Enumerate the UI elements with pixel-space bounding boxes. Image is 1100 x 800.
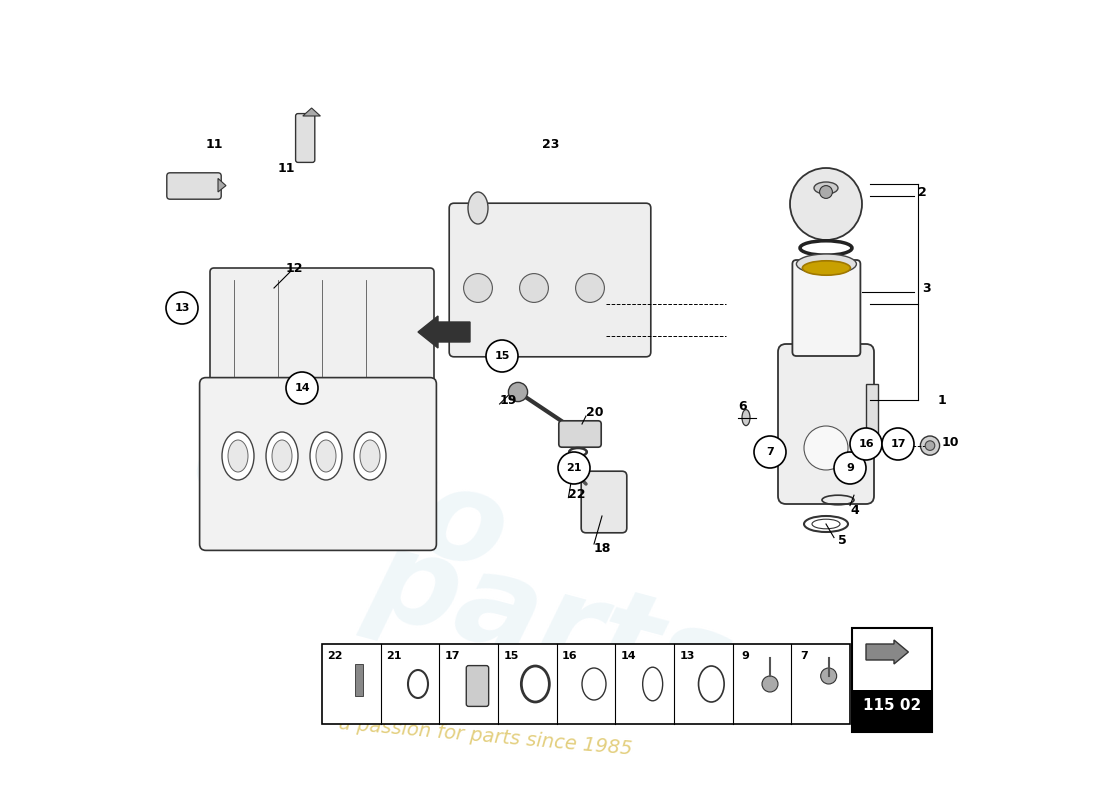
Text: 7: 7 [801,651,808,661]
Text: 22: 22 [327,651,343,661]
Bar [322,644,850,724]
Text: euro: euro [179,396,520,596]
Ellipse shape [354,432,386,480]
Text: 3: 3 [922,282,931,295]
Circle shape [754,436,786,468]
Text: 17: 17 [890,439,905,449]
Circle shape [463,274,493,302]
Text: 13: 13 [679,651,694,661]
FancyBboxPatch shape [466,666,488,706]
Polygon shape [218,178,226,192]
Text: 9: 9 [741,651,749,661]
FancyBboxPatch shape [581,471,627,533]
Circle shape [166,292,198,324]
Text: parts: parts [355,518,745,730]
Text: 16: 16 [562,651,578,661]
Ellipse shape [804,426,848,470]
Circle shape [519,274,549,302]
Ellipse shape [222,432,254,480]
Circle shape [921,436,939,455]
Ellipse shape [796,254,857,274]
Circle shape [762,676,778,692]
Ellipse shape [360,440,379,472]
Circle shape [508,382,528,402]
Ellipse shape [742,410,750,426]
Polygon shape [562,464,578,474]
Text: 22: 22 [569,488,586,501]
Text: 7: 7 [766,447,774,457]
Text: 17: 17 [444,651,460,661]
Text: 9: 9 [846,463,854,473]
FancyBboxPatch shape [778,344,874,504]
Circle shape [820,186,833,198]
Circle shape [850,428,882,460]
Text: 10: 10 [942,435,959,449]
Circle shape [486,340,518,372]
FancyBboxPatch shape [449,203,651,357]
Text: 11: 11 [278,162,296,175]
Text: 2: 2 [918,186,926,199]
Text: 15: 15 [503,651,518,661]
Text: 21: 21 [386,651,402,661]
Bar [852,628,933,732]
Text: 23: 23 [542,138,560,151]
Text: 18: 18 [594,542,612,555]
Ellipse shape [310,432,342,480]
Text: 14: 14 [294,383,310,393]
Text: 5: 5 [838,534,847,547]
Ellipse shape [228,440,248,472]
FancyBboxPatch shape [199,378,437,550]
Text: 13: 13 [174,303,189,313]
Circle shape [558,452,590,484]
Text: 1: 1 [938,394,947,407]
Bar [852,690,933,732]
Text: 16: 16 [858,439,873,449]
Text: 12: 12 [286,262,304,275]
Circle shape [821,668,837,684]
Circle shape [834,452,866,484]
FancyArrow shape [418,316,470,348]
Ellipse shape [814,182,838,194]
Text: 15: 15 [494,351,509,361]
Circle shape [790,168,862,240]
Ellipse shape [272,440,292,472]
FancyBboxPatch shape [210,268,434,388]
Ellipse shape [316,440,336,472]
Text: 4: 4 [850,504,859,517]
FancyBboxPatch shape [296,114,315,162]
Text: 14: 14 [620,651,636,661]
Circle shape [882,428,914,460]
Circle shape [575,274,604,302]
Polygon shape [355,664,363,696]
Polygon shape [866,384,878,448]
Text: 19: 19 [499,394,517,407]
FancyArrow shape [866,640,909,664]
Ellipse shape [802,261,850,275]
Circle shape [286,372,318,404]
Circle shape [925,441,935,450]
Text: 11: 11 [206,138,223,151]
FancyBboxPatch shape [559,421,602,447]
Polygon shape [302,108,320,116]
Text: 20: 20 [586,406,604,419]
FancyBboxPatch shape [167,173,221,199]
FancyBboxPatch shape [792,260,860,356]
Text: 21: 21 [566,463,582,473]
Ellipse shape [468,192,488,224]
Text: 115 02: 115 02 [864,698,922,713]
Text: a passion for parts since 1985: a passion for parts since 1985 [339,714,634,758]
Ellipse shape [266,432,298,480]
Text: 6: 6 [738,400,747,413]
